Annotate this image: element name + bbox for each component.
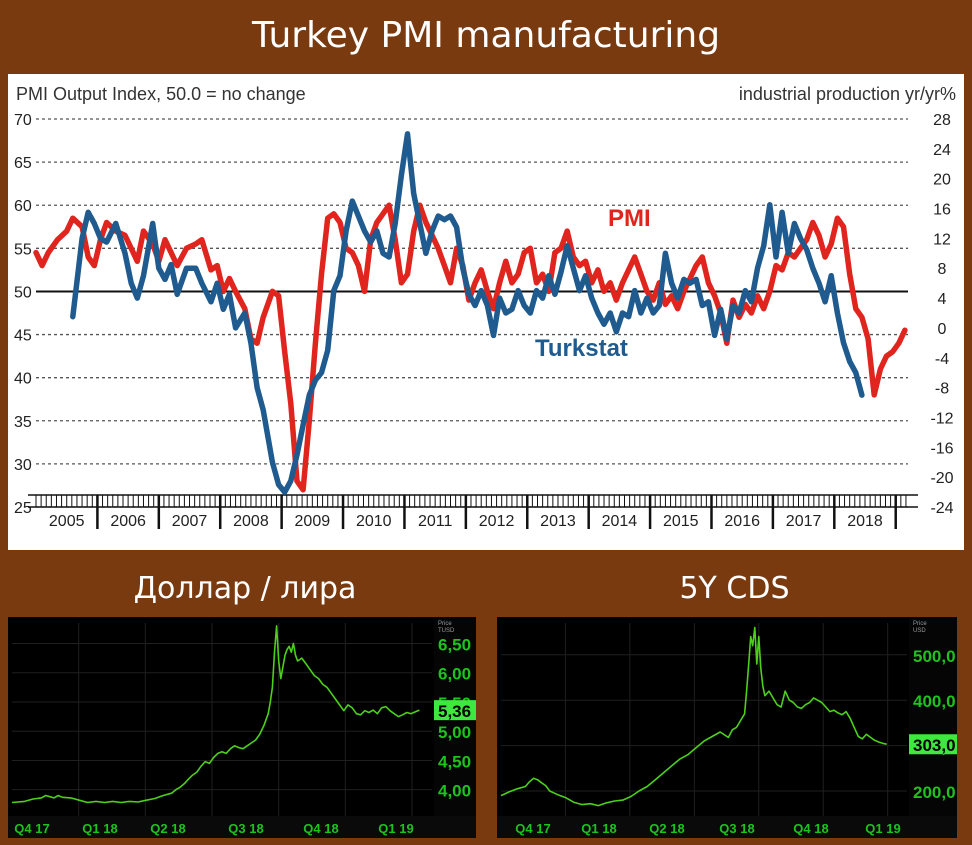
- left-tick-label: 40: [14, 371, 32, 388]
- mini-x-tick-label: Q3 18: [228, 821, 263, 836]
- left-tick-label: 35: [14, 414, 32, 431]
- last-value-badge: [434, 700, 476, 721]
- mini-y-tick-label: 4,00: [438, 782, 471, 801]
- x-tick-label: 2016: [724, 513, 760, 530]
- series-line-pmi: [33, 202, 908, 493]
- mini-x-tick-label: Q2 18: [150, 821, 185, 836]
- x-tick-label: 2010: [356, 513, 392, 530]
- x-tick-label: 2012: [479, 513, 515, 530]
- mini-axis-header: Price: [438, 621, 452, 627]
- last-value-label: 5,36: [438, 702, 471, 721]
- left-axis-label: PMI Output Index, 50.0 = no change: [16, 84, 306, 104]
- mini-y-axis-bar: [909, 617, 957, 816]
- mini-series-line: [500, 626, 887, 807]
- right-tick-label: -24: [930, 500, 953, 517]
- mini-axis-header: Price: [913, 621, 927, 627]
- mini-y-tick-label: 200,0: [913, 783, 956, 802]
- right-tick-label: 24: [933, 142, 951, 159]
- x-tick-label: 2013: [540, 513, 576, 530]
- x-tick-label: 2011: [418, 513, 453, 530]
- right-tick-labels: -24 -20 -16 -12 -8 -4 0 4 8 12 16 20 24 28: [930, 112, 953, 517]
- right-tick-label: -4: [935, 351, 949, 368]
- left-tick-label: 70: [14, 112, 32, 129]
- x-tick-label: 2005: [49, 513, 85, 530]
- mini-x-tick-label: Q3 18: [719, 821, 754, 836]
- mini-axis-header: TUSD: [438, 628, 455, 634]
- x-tick-label: 2008: [233, 513, 269, 530]
- mini-x-tick-label: Q4 18: [303, 821, 338, 836]
- cds-title: 5Y CDS: [679, 571, 790, 606]
- right-axis-label: industrial production yr/yr%: [739, 84, 956, 104]
- mini-x-tick-label: Q1 18: [581, 821, 616, 836]
- left-tick-label: 25: [14, 500, 32, 517]
- x-tick-label: 2018: [847, 513, 883, 530]
- right-tick-label: 16: [933, 202, 951, 219]
- mini-x-tick-label: Q2 18: [649, 821, 684, 836]
- x-axis: 2005 2006 2007 2008 2009 2010 2011 2012 2013 2014…: [28, 494, 918, 530]
- mini-x-tick-label: Q1 19: [865, 821, 900, 836]
- right-tick-label: -16: [930, 440, 953, 457]
- last-value-label: 303,0: [913, 736, 956, 755]
- right-tick-label: -12: [930, 410, 953, 427]
- right-tick-label: 4: [938, 291, 947, 308]
- left-tick-label: 30: [14, 457, 32, 474]
- mini-y-tick-label: 6,50: [438, 635, 471, 654]
- left-tick-label: 55: [14, 241, 32, 258]
- right-tick-label: 28: [933, 112, 951, 129]
- left-tick-label: 45: [14, 328, 32, 345]
- series-label-pmi: PMI: [608, 205, 651, 232]
- mini-x-tick-label: Q1 18: [82, 821, 117, 836]
- mini-y-tick-label: 500,0: [913, 647, 956, 666]
- left-tick-labels: 25 30 35 40 45 50 55 60 65 70: [14, 112, 32, 517]
- right-tick-label: 20: [933, 172, 951, 189]
- mini-axis-header: USD: [913, 628, 926, 634]
- right-tick-label: -20: [930, 470, 953, 487]
- right-tick-label: 12: [933, 231, 951, 248]
- mini-y-tick-label: 5,00: [438, 723, 471, 742]
- mini-x-tick-label: Q1 19: [378, 821, 413, 836]
- left-tick-label: 50: [14, 284, 32, 301]
- x-tick-label: 2015: [663, 513, 699, 530]
- series-label-turkstat: Turkstat: [535, 335, 628, 362]
- page-title: Turkey PMI manufacturing: [251, 15, 721, 56]
- mini-x-axis-bar: [8, 816, 476, 838]
- mini-y-tick-label: 4,50: [438, 752, 471, 771]
- right-tick-label: -8: [935, 381, 949, 398]
- series-line-turkstat: [70, 131, 865, 495]
- grid-lines: [36, 118, 908, 508]
- x-tick-label: 2009: [295, 513, 331, 530]
- mini-x-tick-label: Q4 17: [14, 821, 49, 836]
- mini-y-tick-label: 6,00: [438, 665, 471, 684]
- series-lines: [33, 131, 908, 495]
- x-tick-label: 2014: [602, 513, 638, 530]
- x-tick-label: 2007: [172, 513, 208, 530]
- right-tick-label: 0: [938, 321, 947, 338]
- left-tick-label: 65: [14, 155, 32, 172]
- last-value-badge: [909, 734, 957, 755]
- mini-y-tick-label: 400,0: [913, 692, 956, 711]
- mini-series-line: [11, 625, 420, 804]
- mini-x-tick-label: Q4 17: [515, 821, 550, 836]
- left-tick-label: 60: [14, 198, 32, 215]
- right-tick-label: 8: [938, 261, 947, 278]
- pmi-chart: PMI Output Index, 50.0 = no change indus…: [14, 84, 956, 530]
- mini-x-axis-bar: [497, 816, 957, 838]
- mini-x-tick-label: Q4 18: [793, 821, 828, 836]
- x-tick-label: 2006: [110, 513, 146, 530]
- pmi-chart-panel: PMI Output Index, 50.0 = no change indus…: [8, 74, 964, 550]
- x-tick-label: 2017: [786, 513, 822, 530]
- usd-try-title: Доллар / лира: [133, 571, 357, 606]
